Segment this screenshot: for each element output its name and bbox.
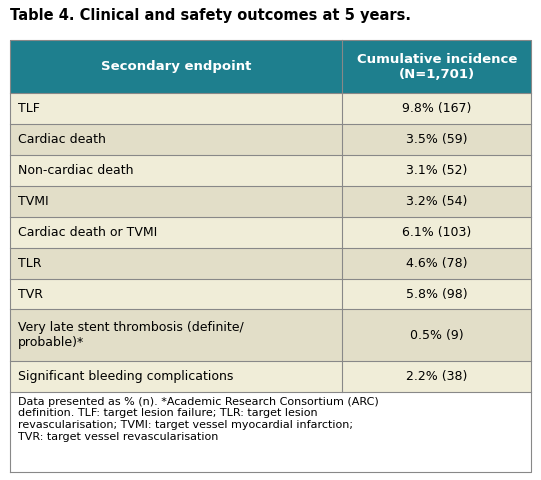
- Text: Cardiac death: Cardiac death: [18, 133, 106, 146]
- Text: 3.5% (59): 3.5% (59): [406, 133, 467, 146]
- Text: TVR: TVR: [18, 288, 43, 300]
- Bar: [10, 155, 531, 186]
- Bar: [10, 248, 531, 278]
- Text: 3.1% (52): 3.1% (52): [406, 164, 467, 177]
- Text: Cardiac death or TVMI: Cardiac death or TVMI: [18, 226, 157, 239]
- Text: Cumulative incidence
(N=1,701): Cumulative incidence (N=1,701): [357, 53, 517, 81]
- Text: TVMI: TVMI: [18, 195, 49, 208]
- Text: Significant bleeding complications: Significant bleeding complications: [18, 370, 233, 383]
- Text: Data presented as % (n). *Academic Research Consortium (ARC)
definition. TLF: ta: Data presented as % (n). *Academic Resea…: [18, 397, 379, 442]
- Text: 3.2% (54): 3.2% (54): [406, 195, 467, 208]
- Text: 6.1% (103): 6.1% (103): [402, 226, 471, 239]
- Text: 5.8% (98): 5.8% (98): [406, 288, 467, 300]
- Bar: [10, 94, 531, 124]
- Bar: [10, 310, 531, 361]
- Bar: [10, 278, 531, 310]
- Text: Table 4. Clinical and safety outcomes at 5 years.: Table 4. Clinical and safety outcomes at…: [10, 8, 411, 23]
- Text: 4.6% (78): 4.6% (78): [406, 257, 467, 270]
- Bar: [10, 124, 531, 155]
- Text: Secondary endpoint: Secondary endpoint: [101, 60, 252, 73]
- Text: TLR: TLR: [18, 257, 42, 270]
- Bar: [10, 186, 531, 217]
- Bar: [10, 392, 531, 472]
- Text: Non-cardiac death: Non-cardiac death: [18, 164, 134, 177]
- Text: TLF: TLF: [18, 102, 40, 115]
- Bar: [10, 40, 531, 94]
- Bar: [10, 217, 531, 248]
- Text: 9.8% (167): 9.8% (167): [402, 102, 471, 115]
- Text: 0.5% (9): 0.5% (9): [410, 329, 464, 342]
- Text: 2.2% (38): 2.2% (38): [406, 370, 467, 383]
- Text: Very late stent thrombosis (definite/
probable)*: Very late stent thrombosis (definite/ pr…: [18, 321, 244, 349]
- Bar: [10, 361, 531, 392]
